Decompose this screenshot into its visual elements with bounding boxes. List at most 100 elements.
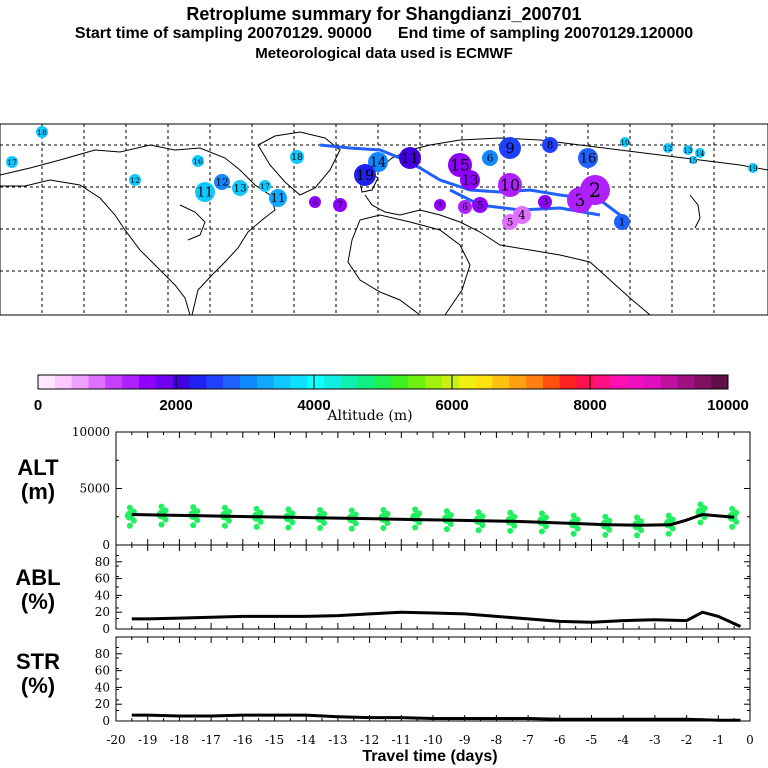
colorbar-label: Altitude (m): [327, 408, 413, 424]
map-cluster-label: 10: [500, 176, 520, 194]
alt-point: [126, 504, 133, 511]
alt-point: [221, 504, 228, 511]
colorbar-swatch-16: [307, 375, 325, 389]
alt-point: [190, 504, 197, 511]
alt-point: [253, 523, 260, 530]
map-cluster-dot: [695, 148, 705, 158]
alt-point: [384, 510, 391, 517]
alt-ytick-label: 0: [102, 538, 110, 552]
str-ytick-label: 20: [95, 697, 110, 711]
alt-point: [162, 507, 169, 514]
colorbar-swatch-0: [38, 375, 56, 389]
alt-point: [570, 512, 577, 519]
colorbar-swatch-29: [526, 375, 544, 389]
colorbar-swatch-38: [677, 375, 695, 389]
alt-point: [697, 501, 704, 508]
map-cluster-dot: [36, 126, 48, 138]
colorbar-swatch-21: [391, 375, 409, 389]
map-cluster-32: 13: [683, 145, 693, 155]
alt-point: [475, 509, 482, 516]
map-cluster-label: 9: [505, 141, 514, 157]
x-tick-label: 0: [746, 733, 754, 747]
colorbar-swatch-15: [290, 375, 308, 389]
map-cluster-label: 14: [696, 150, 705, 158]
alt-point: [634, 514, 641, 521]
colorbar-swatch-30: [542, 375, 561, 389]
alt-point: [321, 510, 328, 517]
alt-point: [511, 513, 518, 520]
colorbar-swatch-7: [155, 375, 174, 389]
colorbar-tick-label: 2000: [159, 397, 192, 414]
alt-mean-line: [131, 512, 735, 527]
map-cluster-label: 18: [291, 153, 303, 163]
alt-point: [225, 508, 232, 515]
map-cluster-label: 14: [370, 156, 387, 171]
alt-label-line2: (m): [20, 479, 56, 504]
map-cluster-label: 17: [260, 182, 270, 191]
map-cluster-label: 12: [215, 177, 228, 189]
map-cluster-label: 13: [233, 183, 246, 195]
x-tick-label: -7: [522, 733, 534, 747]
map-cluster-label: 13: [684, 147, 693, 155]
x-tick-label: -16: [233, 733, 252, 747]
colorbar-swatch-31: [559, 375, 578, 389]
colorbar-tick-label: 8000: [573, 397, 606, 414]
x-tick-label: -10: [423, 733, 442, 747]
map-cluster-29: 2: [580, 175, 610, 205]
alt-point: [665, 512, 672, 519]
str-ytick-label: 40: [95, 680, 110, 694]
colorbar-swatch-20: [374, 375, 392, 389]
colorbar-swatch-19: [357, 375, 376, 389]
x-tick-label: -3: [649, 733, 661, 747]
alt-point: [606, 517, 613, 524]
alt-point: [190, 522, 197, 529]
map-cluster-25: 6: [458, 200, 472, 214]
alt-point: [443, 526, 450, 533]
colorbar-swatch-28: [509, 375, 527, 389]
map-cluster-dot: [458, 200, 472, 214]
map-cluster-27: 5: [502, 214, 518, 230]
colorbar-swatch-3: [88, 375, 106, 389]
alt-point: [669, 516, 676, 523]
alt-point: [507, 527, 514, 534]
map-cluster-dot: [542, 137, 558, 153]
start-time: Start time of sampling 20070129. 90000: [74, 25, 372, 42]
colorbar-tick-label: 4000: [297, 397, 330, 414]
colorbar-swatch-40: [711, 375, 729, 389]
map-cluster-dot: [460, 170, 480, 190]
alt-point: [479, 513, 486, 520]
x-tick-label: -5: [586, 733, 598, 747]
colorbar-tick-label: 6000: [435, 397, 468, 414]
abl-ytick-label: 40: [95, 588, 110, 602]
str-frame: [115, 636, 751, 722]
abl-label-line2: (%): [20, 589, 56, 614]
colorbar-swatch-10: [206, 375, 224, 389]
colorbar-swatch-26: [475, 375, 493, 389]
str-ytick-label: 80: [95, 647, 110, 661]
colorbar-tick-label: 10000: [707, 397, 749, 414]
map-cluster-dot: [580, 175, 610, 205]
chart-title: Retroplume summary for Shangdianzi_20070…: [186, 4, 582, 24]
map-cluster-dot: [309, 196, 321, 208]
map-cluster-dot: [502, 214, 518, 230]
x-tick-label: -17: [201, 733, 220, 747]
map-cluster-label: 4: [518, 208, 525, 222]
alt-point: [475, 527, 482, 534]
map-cluster-dot: [333, 198, 347, 212]
x-tick-label: -12: [360, 733, 379, 747]
map-cluster-11: 14: [368, 152, 388, 172]
alt-point: [348, 525, 355, 532]
alt-point: [602, 513, 609, 520]
map-cluster-label: 3: [575, 190, 586, 210]
alt-point: [158, 521, 165, 528]
map-cluster-dot: [6, 156, 18, 168]
map-cluster-35: 19: [748, 163, 758, 173]
colorbar-swatch-13: [256, 375, 275, 389]
alt-point: [729, 523, 736, 530]
map-cluster-label: 11: [271, 191, 286, 205]
colorbar-swatch-36: [643, 375, 662, 389]
map-cluster-label: 19: [749, 165, 758, 173]
map-cluster-label: 18: [37, 128, 47, 137]
map-cluster-28: 3: [538, 195, 552, 209]
